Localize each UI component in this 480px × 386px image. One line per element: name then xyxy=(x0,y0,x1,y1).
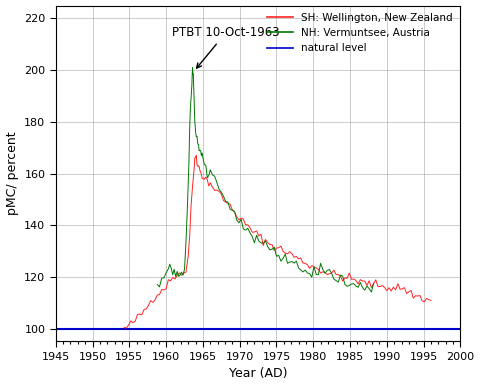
Legend: SH: Wellington, New Zealand, NH: Vermuntsee, Austria, natural level: SH: Wellington, New Zealand, NH: Vermunt… xyxy=(263,8,457,58)
Y-axis label: pMC/ percent: pMC/ percent xyxy=(6,132,19,215)
Text: PTBT 10-Oct-1963: PTBT 10-Oct-1963 xyxy=(172,26,280,68)
X-axis label: Year (AD): Year (AD) xyxy=(229,367,288,381)
